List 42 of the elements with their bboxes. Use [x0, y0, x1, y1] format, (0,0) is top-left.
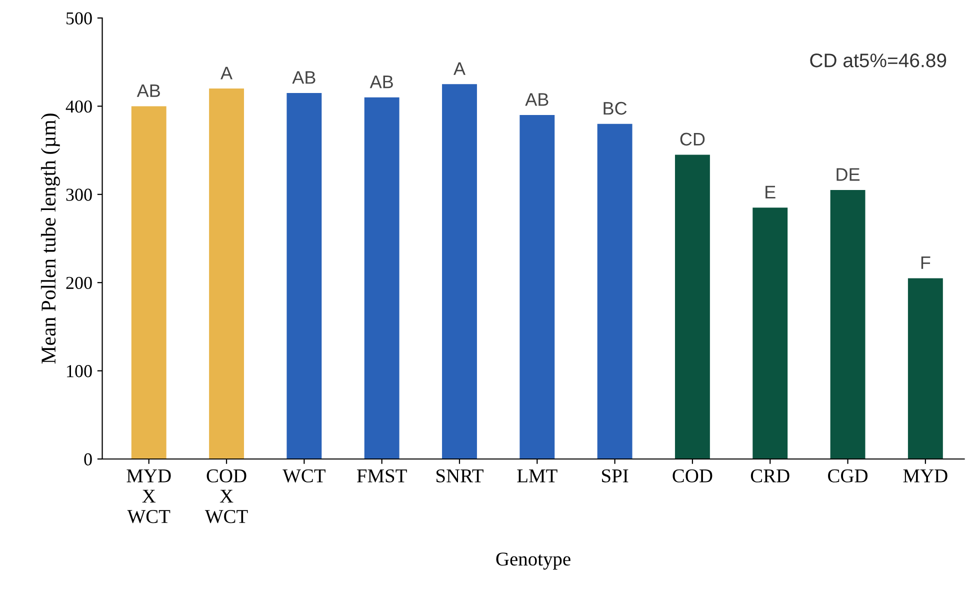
data-label: BC: [604, 102, 627, 115]
bar: [209, 88, 244, 459]
y-tick-label: 100: [67, 365, 92, 378]
data-label: CD: [680, 132, 705, 146]
y-tick-label: 500: [66, 12, 92, 24]
data-label: AB: [292, 71, 316, 84]
bar: [442, 84, 477, 459]
data-label: E: [766, 186, 776, 198]
bar: [908, 278, 943, 459]
data-label: AB: [370, 76, 393, 88]
bar: [597, 124, 632, 459]
data-label: DE: [836, 168, 860, 181]
y-tick-label: 400: [66, 100, 92, 113]
data-label: F: [921, 256, 930, 269]
x-axis-title: Genotype: [496, 552, 570, 570]
y-tick-label: 0: [84, 453, 92, 466]
bar: [674, 154, 710, 459]
x-tick-label: SPI: [602, 469, 628, 482]
x-tick-label: FMST: [356, 469, 407, 482]
x-tick-label: COD X WCT: [204, 469, 248, 524]
x-tick-label: LMT: [517, 469, 558, 482]
x-tick-label: CGD: [828, 469, 868, 482]
bar: [364, 97, 400, 459]
data-label: AB: [136, 84, 160, 97]
bar: [830, 190, 866, 459]
x-tick-label: MYD: [903, 469, 948, 482]
bar: [752, 208, 788, 459]
bar: [520, 115, 555, 459]
bar: [131, 106, 166, 459]
data-label: AB: [525, 93, 548, 106]
x-tick-label: MYD X WCT: [126, 469, 171, 524]
annotation: CD at5%=46.89: [810, 54, 946, 68]
x-tick-label: WCT: [282, 469, 326, 483]
data-label: A: [220, 66, 233, 80]
bar: [286, 92, 322, 459]
y-tick-label: 300: [66, 188, 92, 201]
data-label: A: [454, 62, 466, 75]
x-tick-label: SNRT: [436, 469, 484, 482]
y-axis-title: Mean Pollen tube length (µm): [40, 114, 60, 364]
y-tick-label: 200: [66, 276, 92, 290]
x-tick-label: COD: [672, 469, 712, 482]
x-tick-label: CRD: [750, 469, 790, 482]
